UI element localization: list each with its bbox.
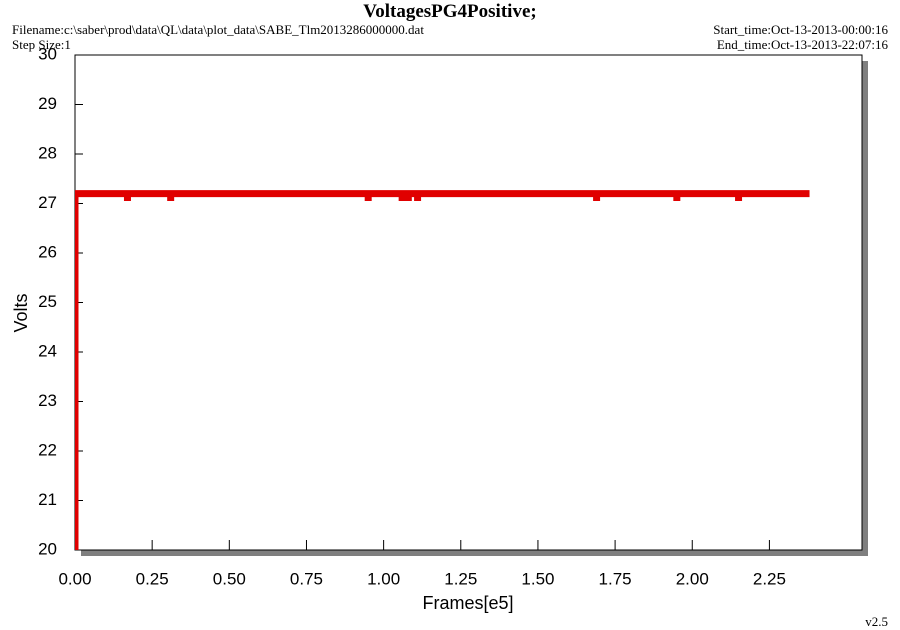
x-tick-label: 0.25 — [136, 569, 169, 588]
filename: Filename:c:\saber\prod\data\QL\data\plot… — [12, 22, 424, 37]
version: v2.5 — [865, 614, 888, 629]
x-tick-label: 1.00 — [367, 569, 400, 588]
y-tick-label: 25 — [38, 292, 57, 311]
y-tick-label: 29 — [38, 94, 57, 113]
plot-area — [74, 54, 863, 551]
x-tick-label: 1.25 — [444, 569, 477, 588]
x-tick-label: 0.50 — [213, 569, 246, 588]
x-tick-label: 1.75 — [599, 569, 632, 588]
y-tick-label: 20 — [38, 539, 57, 558]
step-size: Step Size:1 — [12, 37, 71, 52]
end-time: End_time:Oct-13-2013-22:07:16 — [717, 37, 889, 52]
x-axis-label: Frames[e5] — [422, 593, 513, 613]
chart-title: VoltagesPG4Positive; — [363, 1, 536, 22]
y-tick-label: 26 — [38, 242, 57, 261]
y-tick-label: 22 — [38, 440, 57, 459]
y-tick-label: 23 — [38, 391, 57, 410]
x-tick-label: 2.00 — [676, 569, 709, 588]
y-tick-label: 27 — [38, 193, 57, 212]
x-tick-label: 0.75 — [290, 569, 323, 588]
x-tick-label: 1.50 — [521, 569, 554, 588]
y-tick-label: 24 — [38, 341, 57, 360]
y-axis-label: Volts — [11, 293, 31, 332]
y-tick-label: 28 — [38, 143, 57, 162]
y-tick-label: 21 — [38, 490, 57, 509]
x-tick-label: 2.25 — [753, 569, 786, 588]
start-time: Start_time:Oct-13-2013-00:00:16 — [713, 22, 888, 37]
data-line — [75, 190, 810, 550]
x-tick-label: 0.00 — [58, 569, 91, 588]
y-tick-label: 30 — [38, 44, 57, 63]
